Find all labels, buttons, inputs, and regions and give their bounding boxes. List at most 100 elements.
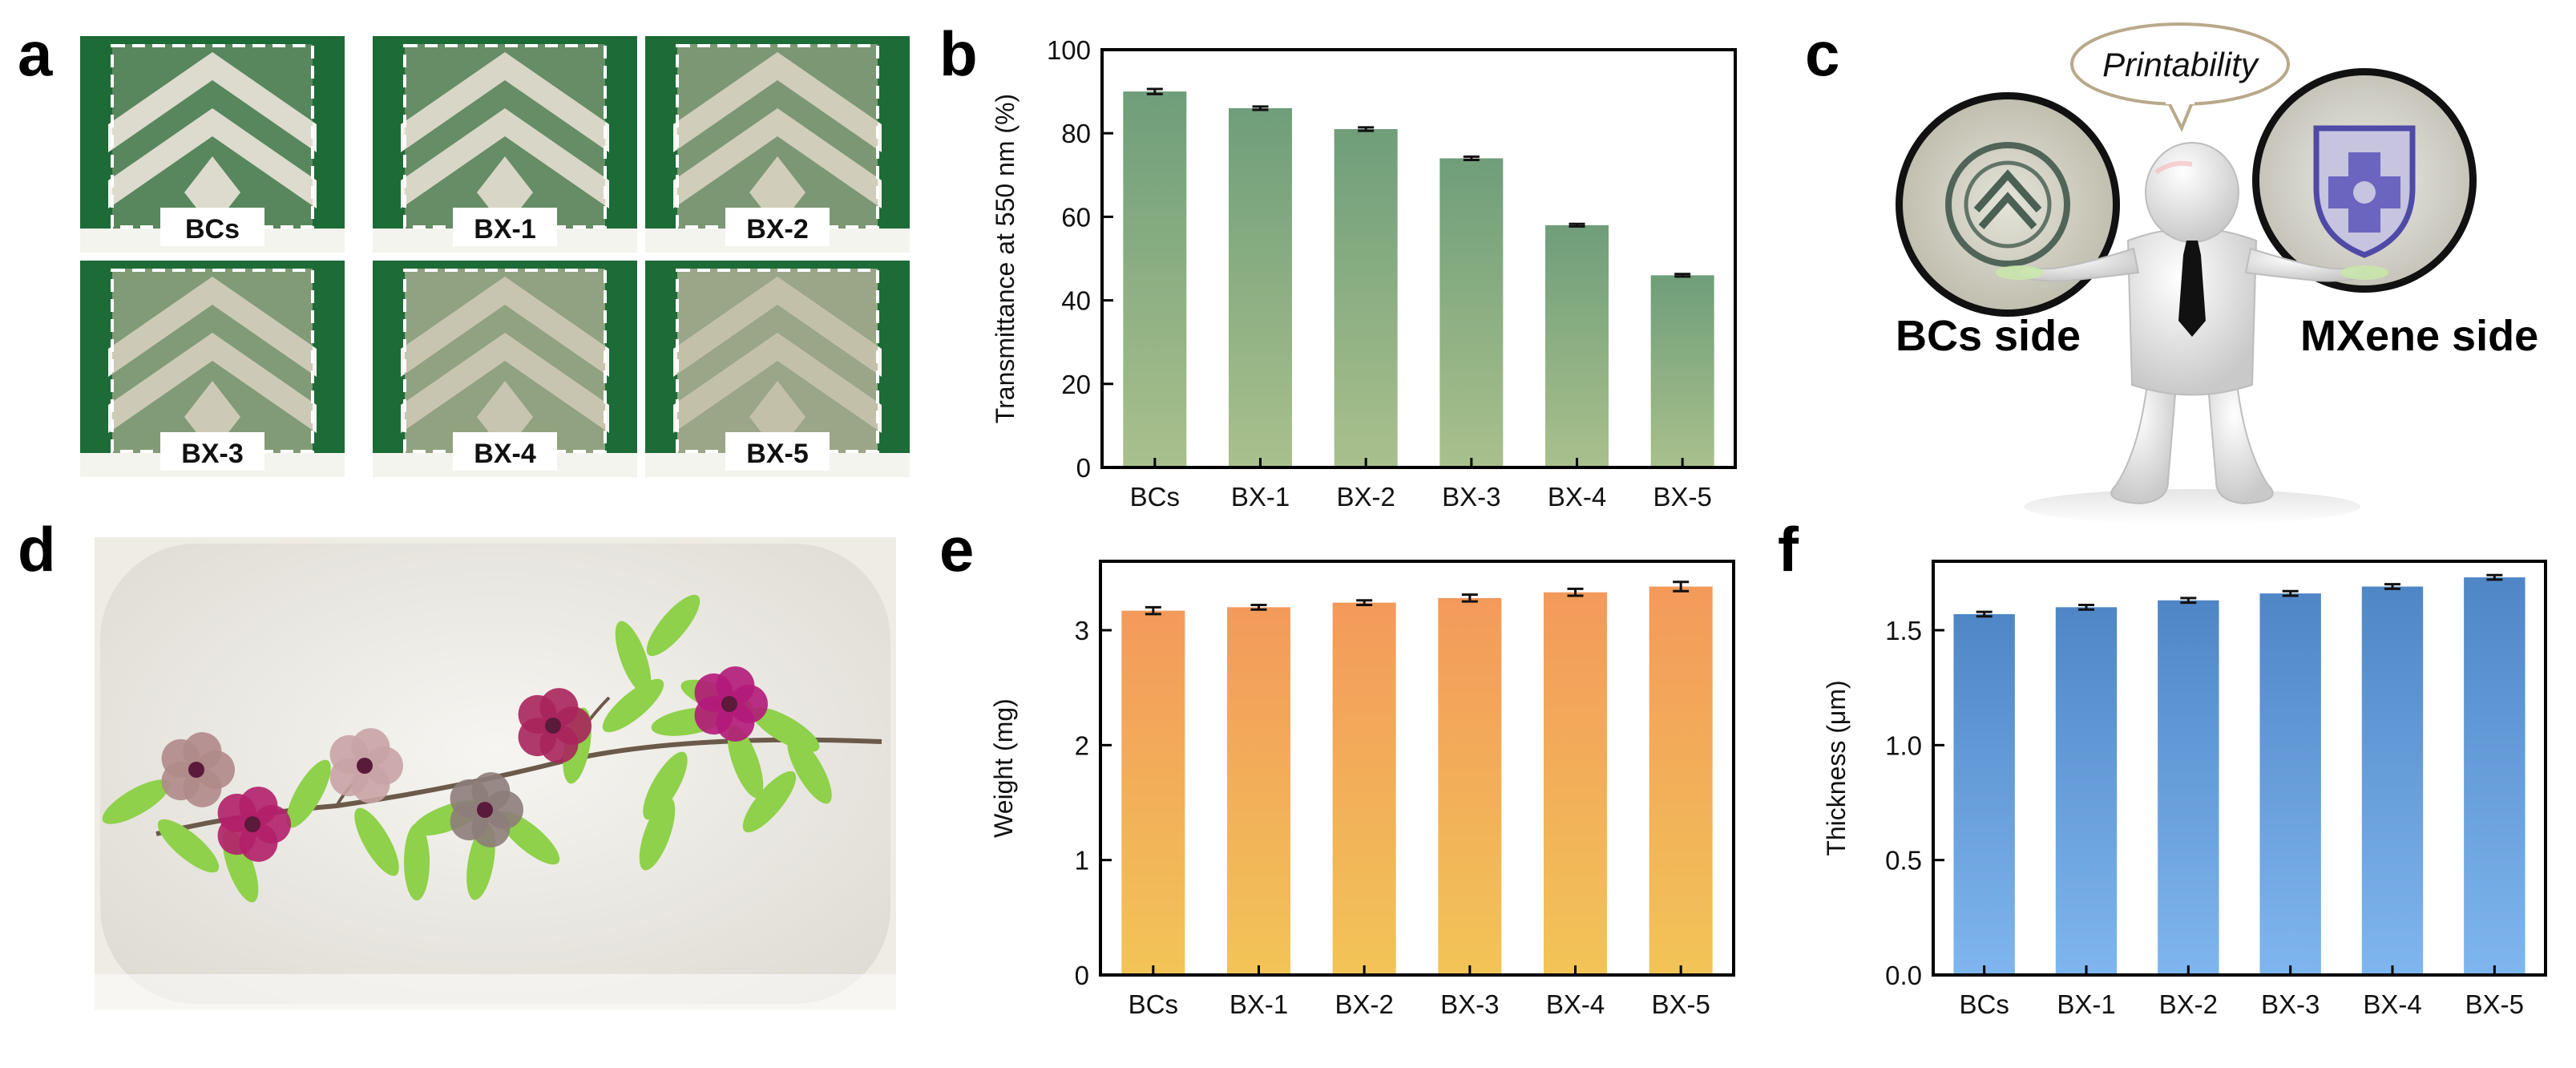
- leaf: [404, 823, 430, 900]
- axes-frame: [1100, 48, 1737, 469]
- bar: [2361, 586, 2424, 975]
- y-tick-label: 0: [1076, 453, 1091, 483]
- error-bar: [1146, 87, 1163, 95]
- film-tile: BCs: [80, 36, 345, 253]
- film-tile: BX-2: [645, 36, 910, 253]
- panel-letter-e: e: [939, 514, 975, 585]
- flower: [161, 732, 235, 807]
- error-bar: [1145, 605, 1161, 616]
- error-bar: [2486, 573, 2503, 581]
- error-bar: [1250, 603, 1267, 611]
- y-axis-label: Thickness (μm): [1822, 680, 1851, 856]
- leaf: [157, 819, 220, 873]
- x-tick-label: BX-2: [2159, 989, 2218, 1019]
- film-tile: BX-1: [373, 36, 637, 253]
- y-axis-label: Weight (mg): [989, 698, 1018, 838]
- x-tick-label: BX-5: [1651, 989, 1710, 1019]
- error-bar: [1673, 581, 1690, 593]
- axes-frame: [1099, 560, 1735, 977]
- x-tick-label: BX-3: [1442, 482, 1500, 512]
- y-tick-label: 80: [1061, 119, 1091, 148]
- y-tick-label: 1.5: [1885, 616, 1922, 645]
- presenter-figure: [1996, 142, 2388, 505]
- error-bar: [1674, 273, 1691, 278]
- bar: [1544, 592, 1607, 975]
- bar: [1334, 128, 1398, 468]
- x-tick-label: BX-5: [1653, 482, 1711, 512]
- film-tile-label: BX-1: [474, 214, 535, 245]
- leaf: [643, 751, 688, 820]
- leaf: [646, 594, 701, 657]
- bar-chart-b: 0 20 40 60 80 100 BCs BX-1 BX-2 BX-3 BX-4 BX-5 Trans…: [991, 35, 1737, 512]
- y-tick-label: 60: [1061, 202, 1091, 232]
- x-tick-label: BCs: [1129, 989, 1178, 1019]
- film-tile-label: BX-3: [181, 439, 243, 469]
- film-tile-label: BX-5: [746, 439, 808, 469]
- bar: [1227, 607, 1290, 975]
- bar: [1438, 597, 1502, 975]
- bcs-side-label: BCs side: [1896, 312, 2081, 360]
- error-bar: [1252, 105, 1269, 111]
- bar: [2259, 593, 2321, 975]
- bar: [1545, 225, 1609, 467]
- film-tile-label: BX-4: [474, 439, 536, 469]
- bcs-side-emblem: [1945, 142, 2070, 267]
- bar: [1649, 586, 1713, 975]
- y-tick-label: 0.0: [1885, 961, 1922, 990]
- film-tile-label: BCs: [185, 214, 240, 245]
- error-bar: [1976, 610, 1993, 618]
- panel-a-photos: BCs BX-1 BX-2 BX-3 BX-4 BX-5: [76, 34, 930, 479]
- x-tick-label: BX-5: [2465, 989, 2524, 1019]
- panel-letter-a: a: [18, 18, 53, 89]
- x-tick-label: BX-4: [2363, 989, 2421, 1019]
- leaf: [286, 759, 331, 828]
- x-tick-label: BX-4: [1546, 989, 1605, 1019]
- film-tile: BX-3: [80, 261, 345, 477]
- film-tile-label: BX-2: [746, 214, 808, 245]
- panel-c-illustration: Printability BCs side MXene side: [1896, 22, 2538, 524]
- x-tick-label: BX-3: [2261, 989, 2320, 1019]
- y-tick-label: 2: [1075, 730, 1089, 760]
- error-bar: [1463, 155, 1480, 162]
- flower: [450, 772, 523, 848]
- error-bar: [2180, 597, 2197, 605]
- y-tick-label: 1: [1075, 846, 1089, 876]
- error-bar: [1567, 587, 1584, 597]
- x-tick-label: BX-3: [1440, 989, 1499, 1019]
- flower: [217, 787, 291, 862]
- leaf: [354, 807, 399, 876]
- printability-bubble: [2070, 22, 2290, 132]
- error-bar: [2078, 603, 2094, 611]
- error-bar: [2282, 589, 2299, 597]
- flower: [518, 688, 592, 763]
- bar: [1332, 602, 1396, 975]
- film-tile: BX-5: [645, 261, 910, 477]
- mxene-side-label: MXene side: [2300, 312, 2538, 360]
- x-tick-label: BCs: [1130, 482, 1180, 512]
- panel-letter-c: c: [1805, 18, 1840, 89]
- printability-bubble-text: Printability: [2102, 46, 2260, 83]
- panel-letter-b: b: [939, 18, 978, 89]
- error-bar: [1356, 599, 1373, 606]
- y-axis-label: Transmittance at 550 nm (%): [991, 94, 1019, 423]
- leaf: [602, 678, 664, 733]
- panel-letter-f: f: [1778, 514, 1799, 585]
- y-tick-label: 1.0: [1885, 730, 1922, 760]
- y-tick-label: 100: [1047, 35, 1091, 65]
- x-tick-label: BX-1: [2057, 989, 2115, 1019]
- mxene-side-emblem: [2313, 125, 2416, 258]
- x-tick-label: BX-1: [1231, 482, 1290, 512]
- leaf: [615, 621, 652, 694]
- y-tick-label: 3: [1075, 616, 1089, 645]
- x-tick-label: BX-4: [1548, 482, 1606, 512]
- leaf: [102, 779, 171, 824]
- x-tick-label: BX-2: [1334, 989, 1393, 1019]
- bar: [1121, 610, 1185, 975]
- leaf: [727, 725, 764, 799]
- axes-frame: [1932, 560, 2547, 977]
- leaf: [639, 797, 676, 871]
- film-tile: BX-4: [373, 261, 637, 477]
- panel-d-photo: [95, 537, 896, 1013]
- floor-shadow: [2024, 489, 2360, 524]
